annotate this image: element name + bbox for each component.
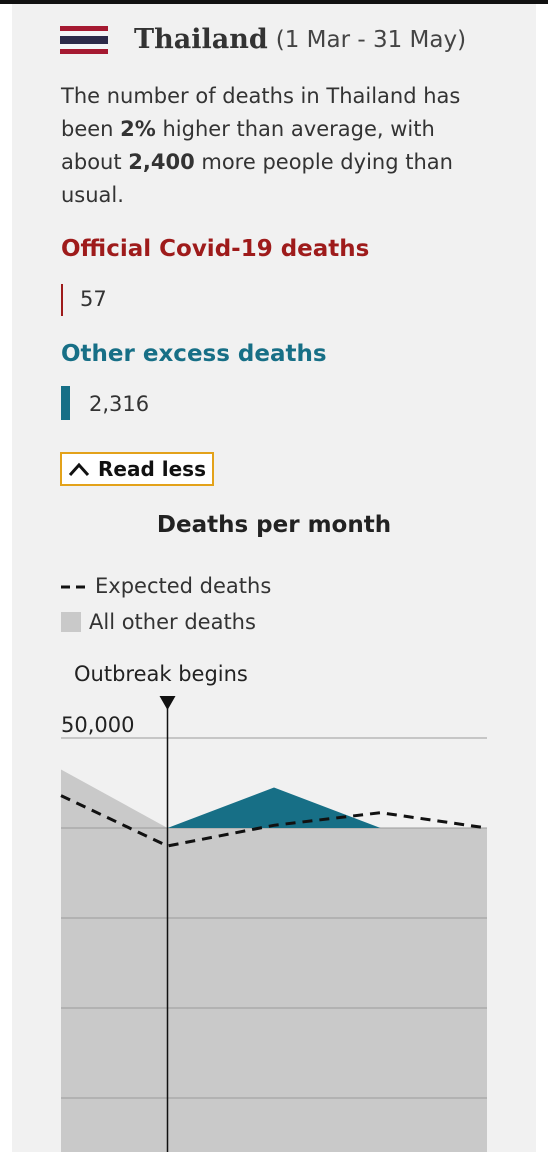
covid-deaths-label: Official Covid-19 deaths: [61, 236, 370, 262]
country-header: Thailand (1 Mar - 31 May): [60, 24, 466, 55]
read-less-label: Read less: [98, 457, 206, 481]
percent-value: 2%: [120, 117, 156, 141]
thailand-flag-icon: [60, 25, 108, 54]
legend-other-label: All other deaths: [89, 610, 256, 634]
flag-stripe: [60, 25, 108, 31]
flag-stripe: [60, 48, 108, 54]
outbreak-annotation: Outbreak begins: [74, 662, 248, 686]
covid-deaths-bar: [61, 284, 63, 316]
dashed-line-icon: [61, 585, 89, 589]
y-tick-label: 50,000: [61, 713, 134, 737]
outbreak-marker-icon: [159, 696, 176, 710]
flag-stripe: [60, 43, 108, 49]
legend-expected: Expected deaths: [61, 574, 271, 598]
excess-deaths-area: [61, 769, 487, 828]
flag-stripe: [60, 35, 108, 44]
excess-deaths-label: Other excess deaths: [61, 341, 327, 367]
excess-deaths-value: 2,316: [89, 392, 150, 416]
excess-deaths-bar: [61, 386, 70, 420]
legend-swatch: [61, 612, 81, 632]
legend-expected-label: Expected deaths: [95, 574, 272, 598]
read-less-button[interactable]: Read less: [60, 452, 214, 486]
expected-deaths-line: [60, 794, 488, 848]
country-title: Thailand: [134, 24, 268, 55]
covid-deaths-value: 57: [80, 287, 107, 311]
summary-text: The number of deaths in Thailand has bee…: [61, 84, 461, 207]
chart-title: Deaths per month: [156, 512, 392, 538]
chevron-up-icon: [68, 462, 90, 477]
flag-stripe: [60, 30, 108, 36]
legend-other: All other deaths: [61, 610, 256, 634]
top-bar: [0, 0, 548, 4]
date-range: (1 Mar - 31 May): [275, 26, 467, 53]
count-value: 2,400: [128, 150, 195, 174]
